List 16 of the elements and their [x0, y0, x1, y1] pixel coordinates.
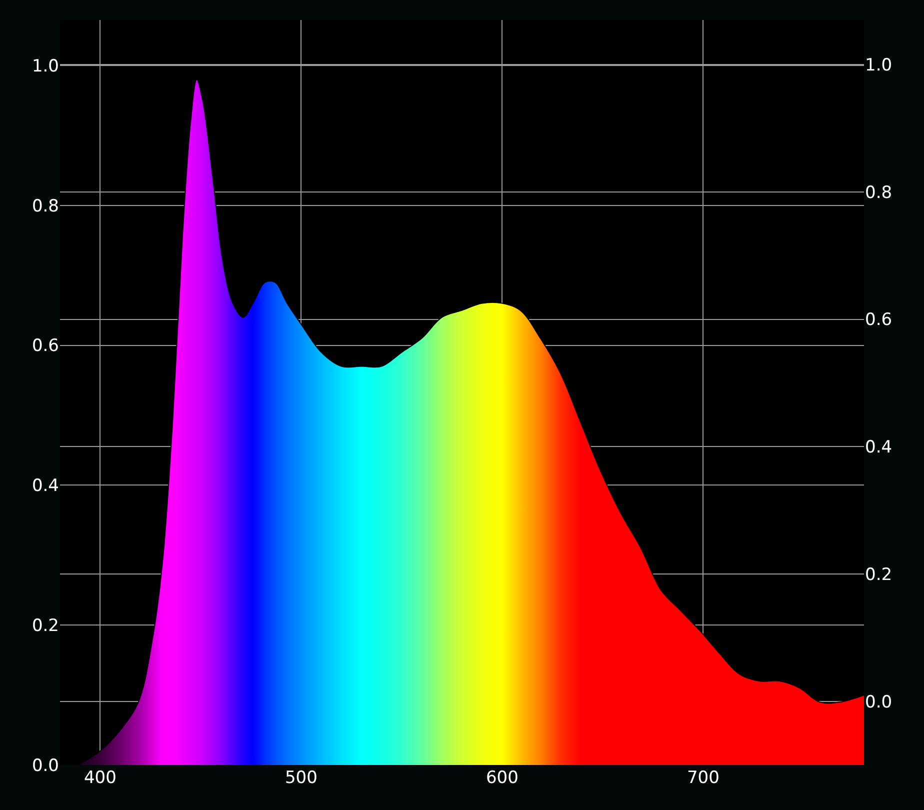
- y-tick-label: 0.4: [32, 476, 59, 496]
- y2-tick-label: 0.2: [865, 564, 892, 585]
- y-tick-label: 1.0: [32, 56, 59, 76]
- y-tick-label: 0.6: [32, 336, 59, 356]
- y2-tick-label: 0.6: [865, 310, 892, 330]
- y-tick-label: 0.2: [32, 616, 59, 636]
- y2-tick-label: 1.0: [865, 56, 892, 76]
- y2-tick-label: 0.0: [865, 692, 892, 712]
- y2-tick-label: 0.4: [865, 438, 892, 458]
- x-tick-label: 400: [84, 768, 116, 788]
- y-tick-label: 0.8: [32, 196, 59, 216]
- y-tick-label: 0.0: [32, 756, 59, 776]
- x-tick-label: 700: [686, 768, 720, 788]
- y2-tick-label: 0.8: [865, 182, 892, 203]
- x-tick-label: 600: [486, 768, 518, 788]
- x-tick-label: 500: [284, 768, 318, 788]
